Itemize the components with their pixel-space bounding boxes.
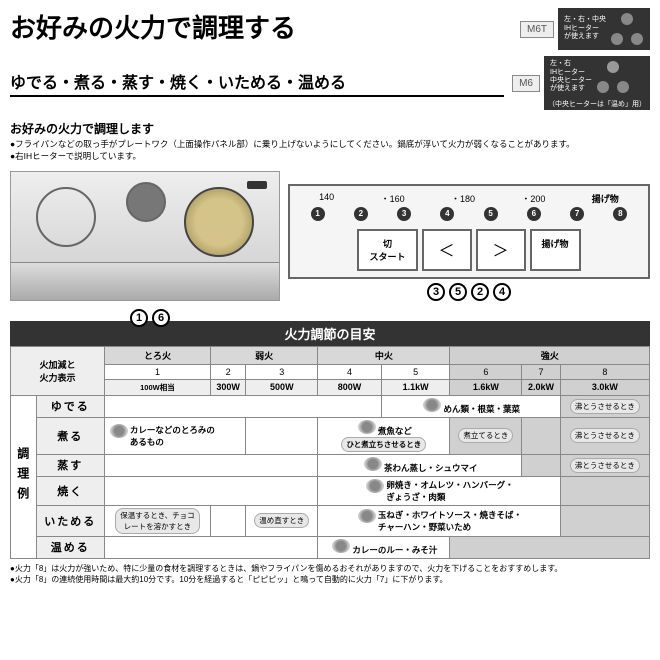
side-label: 調理例 bbox=[11, 395, 37, 558]
food-icon bbox=[364, 457, 382, 471]
table-title: 火力調節の目安 bbox=[10, 321, 650, 346]
row-header: 火加減と 火力表示 bbox=[11, 346, 105, 395]
food-icon bbox=[110, 424, 128, 438]
control-panel: 140・160・180・200揚げ物 12345678 切 スタート ＜ ＞ 揚… bbox=[288, 184, 650, 279]
food-icon bbox=[366, 479, 384, 493]
subtitle: ゆでる・煮る・蒸す・焼く・いためる・温める bbox=[10, 69, 504, 97]
temp-row: 140・160・180・200揚げ物 bbox=[296, 192, 642, 205]
desc-line-1: ●フライパンなどの取っ手がプレートワク（上面操作パネル部）に乗り上げないようにし… bbox=[10, 139, 650, 151]
center-heater-note: （中央ヒーターは「温め」用） bbox=[544, 98, 650, 110]
page-title: お好みの火力で調理する bbox=[10, 8, 520, 45]
desc-title: お好みの火力で調理します bbox=[10, 120, 650, 137]
badge-m6t: M6T 左・右・中央 IHヒーター が使えます bbox=[520, 8, 650, 50]
cut-start-button[interactable]: 切 スタート bbox=[357, 229, 417, 271]
fry-button[interactable]: 揚げ物 bbox=[530, 229, 581, 271]
dots-text-2: 左・右 IHヒーター 中央ヒーター が使えます bbox=[550, 60, 592, 94]
decrease-button[interactable]: ＜ bbox=[422, 229, 472, 271]
food-icon bbox=[423, 398, 441, 412]
circle-nums-left: 1 6 bbox=[130, 309, 170, 327]
badge-m6: M6 左・右 IHヒーター 中央ヒーター が使えます （中央ヒーターは「温め」用… bbox=[512, 56, 650, 110]
footer-line-2: ●火力「8」の連続使用時間は最大約10分です。10分を経過すると「ピピピッ」と鳴… bbox=[10, 574, 650, 585]
burner-dots-icon bbox=[610, 12, 644, 46]
level-row: 12345678 bbox=[296, 207, 642, 221]
heat-table: 火加減と 火力表示 とろ火 弱火 中火 強火 12345 678 100W相当3… bbox=[10, 346, 650, 559]
footer-line-1: ●火力「8」は火力が強いため、特に少量の食材を調理するときは、鍋やフライパンを傷… bbox=[10, 563, 650, 574]
food-icon bbox=[358, 509, 376, 523]
desc-line-2: ●右IHヒーターで説明しています。 bbox=[10, 151, 650, 163]
dots-text-1: 左・右・中央 IHヒーター が使えます bbox=[564, 16, 606, 41]
increase-button[interactable]: ＞ bbox=[476, 229, 526, 271]
burner-dots-icon-2 bbox=[596, 60, 630, 94]
food-icon bbox=[358, 420, 376, 434]
circle-nums-right: 3 5 2 4 bbox=[288, 283, 650, 301]
stove-illustration bbox=[10, 171, 280, 301]
tag-m6t: M6T bbox=[520, 21, 554, 38]
food-icon bbox=[332, 539, 350, 553]
tag-m6: M6 bbox=[512, 75, 540, 92]
